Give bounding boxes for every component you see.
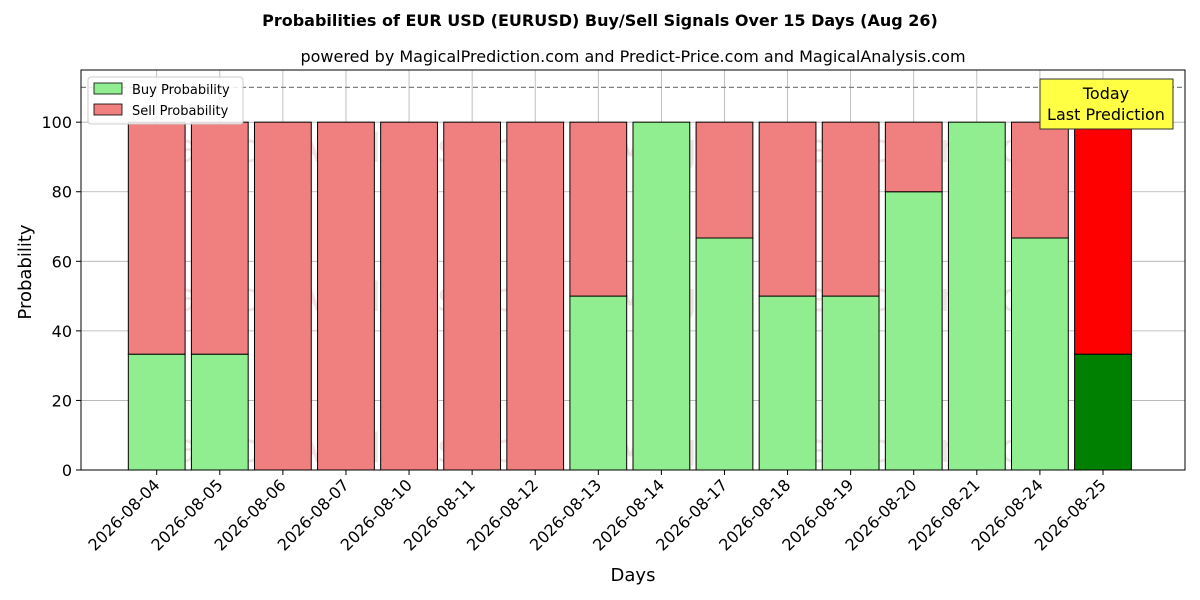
bar-buy — [947, 121, 1006, 471]
legend-label-buy: Buy Probability — [132, 83, 230, 98]
legend-swatch-buy — [93, 82, 123, 95]
y-tick-label: 40 — [52, 322, 72, 341]
bar-buy — [127, 353, 186, 471]
bar-sell — [569, 121, 628, 297]
annotation-line-1: Today — [1082, 84, 1129, 103]
x-axis: 2026-08-042026-08-052026-08-062026-08-07… — [84, 470, 1110, 555]
bar-sell — [1074, 121, 1132, 355]
annotation-box — [1039, 78, 1174, 130]
today-annotation: Today Last Prediction — [1039, 78, 1174, 130]
legend-swatch-sell — [93, 103, 123, 116]
bar-sell — [253, 121, 312, 471]
y-tick-label: 0 — [62, 461, 72, 480]
bars — [127, 121, 1132, 471]
bar-sell — [317, 121, 375, 471]
bar-buy — [695, 237, 754, 471]
bar-sell — [821, 121, 880, 297]
bar-buy — [569, 295, 628, 471]
y-axis-label: Probability — [15, 224, 36, 319]
bar-sell — [380, 121, 438, 471]
bar-buy — [632, 121, 691, 471]
legend: Buy Probability Sell Probability — [87, 76, 244, 125]
bar-sell — [695, 121, 754, 239]
bar-sell — [190, 121, 249, 355]
x-axis-label: Days — [611, 565, 656, 586]
bar-sell — [506, 121, 565, 471]
bar-sell — [1011, 121, 1069, 239]
y-tick-label: 80 — [52, 183, 72, 202]
bar-buy — [1074, 353, 1132, 471]
y-axis: 0 20 40 60 80 100 — [41, 113, 81, 480]
bar-buy — [758, 295, 817, 471]
annotation-line-2: Last Prediction — [1047, 105, 1165, 124]
legend-box — [87, 76, 244, 125]
chart-title: Probabilities of EUR USD (EURUSD) Buy/Se… — [262, 11, 938, 30]
bar-buy — [884, 191, 943, 471]
bar-sell — [127, 121, 186, 355]
bar-sell — [443, 121, 502, 471]
bar-buy — [821, 295, 880, 471]
bar-sell — [758, 121, 817, 297]
bar-sell — [884, 121, 943, 193]
bar-buy — [1011, 237, 1069, 471]
y-tick-label: 20 — [52, 391, 72, 410]
chart-subtitle: powered by MagicalPrediction.com and Pre… — [300, 47, 965, 66]
plot-frame — [80, 69, 1186, 471]
legend-label-sell: Sell Probability — [132, 104, 229, 119]
bar-buy — [190, 353, 249, 471]
y-tick-label: 100 — [41, 113, 72, 132]
y-tick-label: 60 — [52, 252, 72, 271]
